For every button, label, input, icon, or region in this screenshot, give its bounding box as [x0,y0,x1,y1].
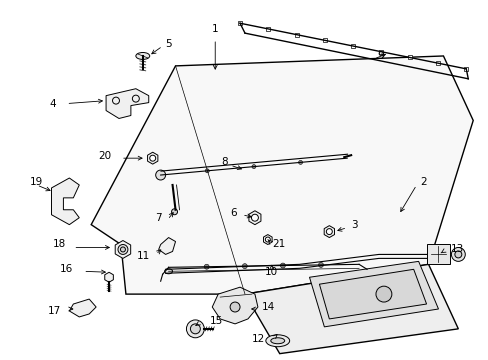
Text: 18: 18 [53,239,66,249]
Circle shape [265,237,270,242]
Polygon shape [69,299,96,317]
Polygon shape [379,50,383,54]
Circle shape [118,244,128,255]
Circle shape [450,247,464,261]
Circle shape [230,302,240,312]
Circle shape [454,251,461,258]
Circle shape [149,155,155,161]
Text: 5: 5 [165,39,172,49]
Text: 13: 13 [449,244,463,255]
Text: 19: 19 [30,177,43,187]
Polygon shape [407,55,411,59]
Text: 4: 4 [50,99,56,109]
Text: 12: 12 [251,334,264,344]
Polygon shape [238,21,242,25]
Polygon shape [91,56,472,294]
Text: 7: 7 [155,213,162,223]
Polygon shape [322,39,326,42]
Polygon shape [309,261,438,327]
Text: 8: 8 [221,157,228,167]
Polygon shape [463,67,468,71]
Polygon shape [263,235,271,244]
Ellipse shape [164,269,172,274]
Circle shape [251,165,255,168]
Text: 9: 9 [376,51,383,61]
Circle shape [171,209,177,215]
Polygon shape [319,269,426,319]
Circle shape [280,263,285,268]
Text: 3: 3 [350,220,357,230]
Text: 1: 1 [211,24,218,34]
Polygon shape [104,272,113,282]
Text: 15: 15 [210,316,223,326]
Polygon shape [248,211,261,225]
Polygon shape [244,264,457,354]
Circle shape [298,161,302,165]
Polygon shape [435,61,439,65]
Ellipse shape [265,335,289,347]
Text: 17: 17 [48,306,61,316]
Polygon shape [51,178,79,225]
Circle shape [120,247,125,252]
Circle shape [190,324,200,334]
Text: 11: 11 [136,251,149,261]
Circle shape [242,264,247,269]
Text: 21: 21 [271,239,285,248]
Polygon shape [324,226,334,238]
Polygon shape [158,238,175,255]
Text: 20: 20 [98,151,111,161]
Circle shape [325,229,332,235]
FancyBboxPatch shape [426,244,449,264]
Circle shape [205,169,209,173]
Polygon shape [212,287,257,324]
Polygon shape [350,44,354,48]
Text: 14: 14 [262,302,275,312]
Polygon shape [147,152,158,164]
Circle shape [251,214,258,221]
Polygon shape [266,27,270,31]
Text: 10: 10 [264,267,278,277]
Circle shape [204,264,209,269]
Circle shape [155,170,165,180]
Ellipse shape [270,338,284,344]
Circle shape [318,262,323,267]
Circle shape [186,320,204,338]
Text: 16: 16 [60,264,73,274]
Polygon shape [106,89,148,118]
Polygon shape [294,33,298,37]
Polygon shape [115,240,130,258]
Circle shape [375,286,391,302]
Text: 2: 2 [420,177,427,187]
Text: 6: 6 [230,208,237,218]
Ellipse shape [136,53,149,59]
